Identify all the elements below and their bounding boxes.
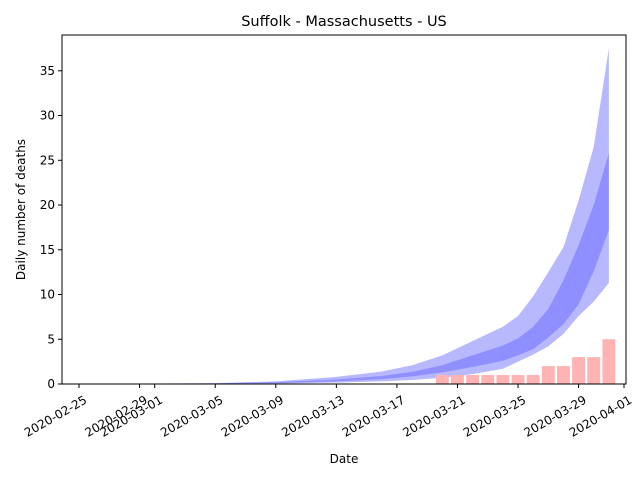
- bar: [451, 375, 464, 384]
- bar-layer: [435, 339, 616, 384]
- bar: [435, 375, 449, 384]
- bar: [587, 357, 601, 384]
- y-tick-label: 20: [40, 198, 55, 212]
- y-tick-label: 25: [40, 153, 55, 167]
- bar: [496, 375, 510, 384]
- bar: [511, 375, 525, 384]
- bar: [541, 366, 555, 384]
- bar: [481, 375, 495, 384]
- bar: [572, 357, 586, 384]
- bar: [557, 366, 570, 384]
- y-tick-label: 10: [40, 288, 55, 302]
- chart-title: Suffolk - Massachusetts - US: [241, 14, 447, 30]
- y-tick-label: 30: [40, 109, 55, 123]
- bar: [526, 375, 540, 384]
- bar: [466, 375, 480, 384]
- y-tick-label: 35: [40, 64, 55, 78]
- plot-frame: [61, 34, 627, 385]
- y-tick-label: 0: [47, 377, 55, 391]
- y-tick-label: 15: [40, 243, 55, 257]
- y-axis-label: Daily number of deaths: [14, 139, 28, 280]
- y-tick-label: 5: [47, 332, 55, 346]
- x-axis-label: Date: [330, 452, 359, 466]
- bar: [602, 339, 616, 384]
- y-axis-ticks: 0 5 10 15 20 25 30 35: [40, 64, 62, 391]
